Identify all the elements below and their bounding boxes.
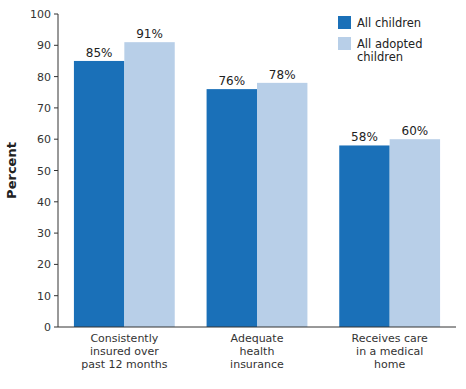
y-axis-label: Percent bbox=[4, 142, 19, 199]
y-tick bbox=[54, 264, 58, 265]
y-tick-label: 80 bbox=[37, 71, 51, 84]
y-tick-label: 100 bbox=[30, 8, 51, 21]
x-tick-label: Receives carein a medicalhome bbox=[352, 332, 428, 371]
y-tick-label: 40 bbox=[37, 196, 51, 209]
x-tick-label: Consistentlyinsured overpast 12 months bbox=[81, 332, 167, 371]
data-label: 78% bbox=[269, 68, 296, 82]
y-tick bbox=[54, 170, 58, 171]
bar bbox=[390, 139, 440, 327]
text-line: Receives care bbox=[352, 332, 428, 345]
y-tick-label: 30 bbox=[37, 227, 51, 240]
y-tick-label: 10 bbox=[37, 290, 51, 303]
y-tick bbox=[54, 107, 58, 108]
data-label: 60% bbox=[402, 124, 429, 138]
legend-label: All children bbox=[357, 16, 421, 30]
y-tick bbox=[54, 201, 58, 202]
y-tick-label: 20 bbox=[37, 258, 51, 271]
bars bbox=[74, 42, 440, 327]
data-label: 85% bbox=[86, 46, 113, 60]
data-label: 58% bbox=[351, 130, 378, 144]
data-label: 91% bbox=[136, 27, 163, 41]
y-tick bbox=[54, 295, 58, 296]
legend: All children All adoptedchildren bbox=[338, 16, 422, 64]
text-line: Adequate bbox=[231, 332, 284, 345]
x-tick-label: Adequatehealthinsurance bbox=[230, 332, 284, 371]
bar bbox=[257, 83, 307, 327]
y-tick-label: 90 bbox=[37, 39, 51, 52]
bar bbox=[124, 42, 174, 327]
data-label: 76% bbox=[218, 74, 245, 88]
y-tick-label: 60 bbox=[37, 133, 51, 146]
y-tick bbox=[54, 327, 58, 328]
text-line: home bbox=[374, 358, 405, 371]
legend-label: All adoptedchildren bbox=[357, 37, 422, 64]
bar bbox=[74, 61, 124, 327]
y-tick bbox=[54, 139, 58, 140]
text-line: All children bbox=[357, 16, 421, 30]
text-line: insured over bbox=[90, 345, 159, 358]
text-line: Consistently bbox=[90, 332, 158, 345]
text-line: health bbox=[240, 345, 275, 358]
legend-swatch bbox=[338, 16, 351, 29]
text-line: All adopted bbox=[357, 37, 422, 51]
y-tick-label: 70 bbox=[37, 102, 51, 115]
bar bbox=[207, 89, 257, 327]
y-tick bbox=[54, 14, 58, 15]
bar bbox=[339, 145, 389, 327]
x-axis-line bbox=[58, 327, 456, 328]
y-tick bbox=[54, 76, 58, 77]
text-line: past 12 months bbox=[81, 358, 167, 371]
text-line: insurance bbox=[230, 358, 284, 371]
y-tick bbox=[54, 233, 58, 234]
y-tick-label: 50 bbox=[37, 165, 51, 178]
y-tick bbox=[54, 45, 58, 46]
y-tick-label: 0 bbox=[44, 321, 51, 334]
chart: 85% 76% 58% 91% 78% 60% 0 10 20 30 40 50 60 70 80 90 100… bbox=[0, 0, 466, 389]
legend-swatch bbox=[338, 37, 351, 50]
text-line: children bbox=[357, 50, 403, 64]
text-line: in a medical bbox=[356, 345, 423, 358]
